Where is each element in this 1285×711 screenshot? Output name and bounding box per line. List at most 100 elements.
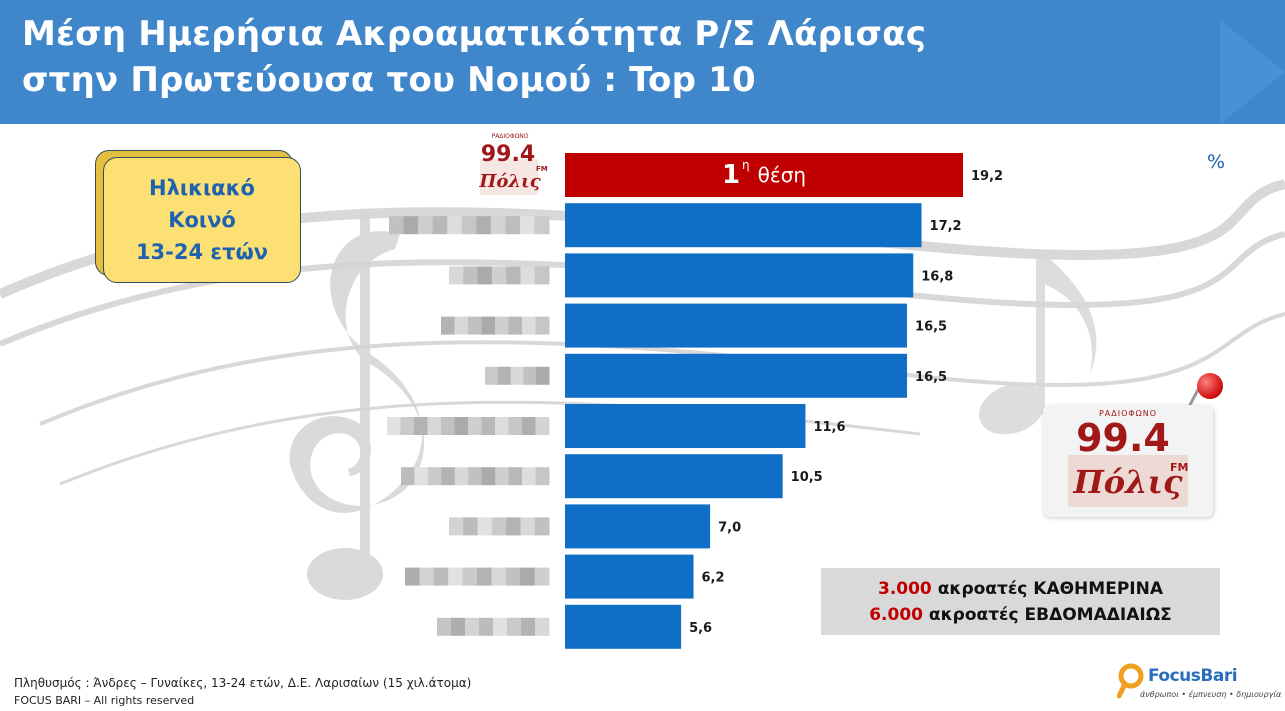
blur-pixel bbox=[414, 417, 428, 435]
blur-pixel bbox=[490, 216, 506, 235]
header-arrow-decoration bbox=[1220, 20, 1285, 124]
daily-listeners-count: 3.000 bbox=[877, 578, 932, 599]
blur-pixel bbox=[414, 467, 429, 486]
blur-pixel bbox=[491, 266, 507, 285]
logo-small-frequency: 99.4 bbox=[481, 142, 535, 167]
blur-pixel bbox=[534, 266, 550, 285]
logo-large-top-text: ΡΑΔΙΟΦΩΝΟ bbox=[1099, 409, 1157, 418]
bar-9 bbox=[565, 554, 694, 599]
blur-pixel bbox=[468, 467, 483, 486]
age-card-line-2: Κοινό bbox=[168, 208, 236, 232]
blur-pixel bbox=[427, 417, 442, 435]
blur-pixel bbox=[481, 417, 496, 435]
bar-2 bbox=[565, 203, 922, 248]
blur-pixel bbox=[508, 467, 523, 486]
blur-pixel bbox=[461, 216, 477, 235]
weekly-listeners-line: 6.000 ακροατές ΕΒΔΟΜΑΔΙΑΙΩΣ bbox=[869, 602, 1172, 628]
age-card-line-3: 13-24 ετών bbox=[135, 240, 269, 264]
blur-pixel bbox=[522, 417, 536, 435]
blur-pixel bbox=[419, 567, 435, 586]
blur-pixel bbox=[495, 467, 510, 486]
blur-pixel bbox=[508, 316, 523, 335]
blur-pixel bbox=[491, 517, 507, 536]
bar-4 bbox=[565, 303, 908, 348]
blur-pixel bbox=[520, 266, 536, 285]
blur-pixel bbox=[535, 316, 550, 335]
blur-pixel bbox=[447, 216, 463, 235]
blur-pixel bbox=[521, 617, 536, 636]
blur-pixel bbox=[454, 316, 469, 335]
title-line-1: Μέση Ημερήσια Ακροαματικότητα Ρ/Σ Λάρισα… bbox=[22, 14, 927, 54]
listeners-summary-box: 3.000 ακροατές ΚΑΘΗΜΕΡΙΝΑ 6.000 ακροατές… bbox=[821, 568, 1220, 635]
bar-3 bbox=[565, 253, 914, 298]
logo-small-script: Πόλις bbox=[478, 171, 540, 192]
blur-pixel bbox=[535, 467, 550, 486]
station-logo-large: ΡΑΔΙΟΦΩΝΟ 99.4 FM Πόλις bbox=[1043, 405, 1213, 517]
weekly-listeners-count: 6.000 bbox=[869, 604, 923, 625]
bar-7 bbox=[565, 454, 783, 499]
focusbari-logo bbox=[1117, 663, 1144, 699]
blur-pixel bbox=[465, 617, 480, 636]
blur-pixel bbox=[454, 417, 469, 435]
blur-pixel bbox=[432, 216, 448, 235]
blur-pixel bbox=[468, 316, 482, 335]
blur-pixel bbox=[468, 417, 482, 435]
blur-pixel bbox=[506, 266, 521, 285]
blur-pixel bbox=[454, 467, 469, 486]
blur-pixel bbox=[481, 467, 496, 486]
blur-pixel bbox=[400, 417, 415, 435]
unit-label: % bbox=[1207, 151, 1226, 173]
blurred-station-name-6 bbox=[387, 417, 550, 435]
blur-pixel bbox=[534, 567, 550, 586]
blur-pixel bbox=[520, 517, 536, 536]
blur-pixel bbox=[405, 567, 420, 586]
blur-pixel bbox=[522, 467, 537, 486]
blur-pixel bbox=[534, 517, 550, 536]
age-group-card: Ηλικιακό Κοινό 13-24 ετών bbox=[103, 157, 301, 283]
blur-pixel bbox=[427, 467, 442, 486]
blurred-station-name-4 bbox=[441, 316, 550, 335]
blur-pixel bbox=[479, 617, 494, 636]
logo-small-fm: FM bbox=[536, 165, 548, 173]
brand-tagline: άνθρωποι • έμπνευση • δημιουργία bbox=[1140, 690, 1282, 699]
blur-pixel bbox=[462, 567, 478, 586]
blur-pixel bbox=[401, 467, 415, 486]
blur-pixel bbox=[523, 366, 537, 385]
value-label-7: 10,5 bbox=[791, 470, 823, 485]
blurred-station-name-8 bbox=[449, 517, 550, 536]
value-label-2: 17,2 bbox=[930, 219, 962, 234]
blur-pixel bbox=[505, 216, 521, 235]
value-label-1: 19,2 bbox=[971, 169, 1003, 184]
blur-pixel bbox=[387, 417, 401, 435]
blur-pixel bbox=[437, 617, 452, 636]
blurred-station-name-7 bbox=[401, 467, 550, 486]
population-note: Πληθυσμός : Άνδρες – Γυναίκες, 13-24 ετώ… bbox=[14, 676, 472, 690]
blurred-station-name-3 bbox=[449, 266, 550, 285]
daily-listeners-text: ακροατές ΚΑΘΗΜΕΡΙΝΑ bbox=[937, 578, 1163, 599]
value-label-6: 11,6 bbox=[813, 420, 845, 435]
blurred-station-name-10 bbox=[437, 617, 550, 636]
blur-pixel bbox=[451, 617, 466, 636]
bar-1 bbox=[565, 153, 963, 197]
brand-name: FocusBari bbox=[1148, 666, 1238, 686]
blur-pixel bbox=[506, 517, 521, 536]
blur-pixel bbox=[536, 366, 550, 385]
blur-pixel bbox=[403, 216, 419, 235]
blur-pixel bbox=[418, 216, 434, 235]
blur-pixel bbox=[389, 216, 405, 235]
blur-pixel bbox=[520, 567, 536, 586]
blur-pixel bbox=[519, 216, 535, 235]
blur-pixel bbox=[441, 316, 455, 335]
blur-pixel bbox=[441, 467, 456, 486]
bar-6 bbox=[565, 404, 806, 448]
logo-small-top-text: ΡΑΔΙΟΦΩΝΟ bbox=[492, 133, 529, 140]
blur-pixel bbox=[493, 617, 508, 636]
blur-pixel bbox=[534, 216, 550, 235]
blur-pixel bbox=[477, 567, 492, 586]
blur-pixel bbox=[441, 417, 455, 435]
title-line-2: στην Πρωτεύουσα του Νομού : Top 10 bbox=[22, 60, 756, 100]
bar-10 bbox=[565, 604, 682, 649]
bar-8 bbox=[565, 504, 711, 549]
blur-pixel bbox=[535, 617, 550, 636]
